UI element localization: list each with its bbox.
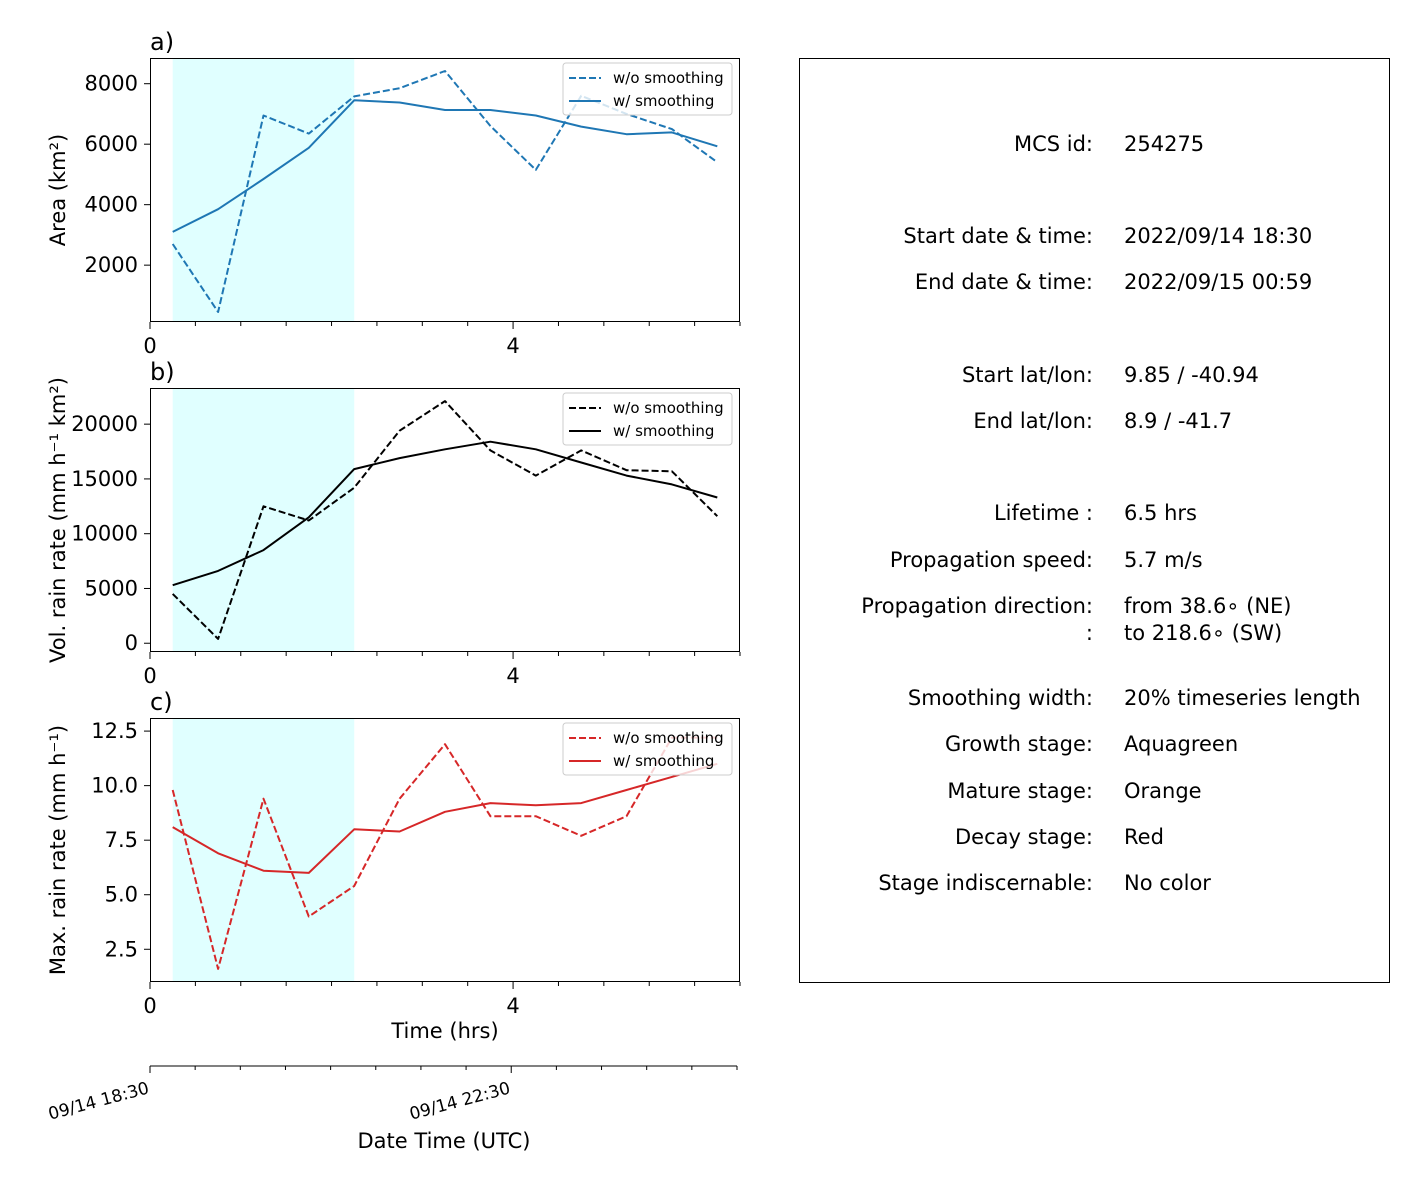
series-line-without-smoothing [171, 400, 719, 640]
legend-entry: w/o smoothing [613, 399, 724, 417]
datetime-axis: Date Time (UTC) 09/14 18:30 09/14 22:30 [46, 1065, 738, 1153]
info-value: No color [1124, 871, 1211, 895]
growth-stage-highlight [172, 718, 355, 982]
legend-box [562, 62, 733, 116]
info-value: 20% timeseries length [1124, 686, 1361, 710]
info-key: Stage indiscernable: [878, 871, 1093, 895]
legend-entry: w/ smoothing [613, 752, 714, 770]
datetime-tick-label: 09/14 18:30 [46, 1079, 151, 1125]
x-tick-label: 4 [506, 664, 519, 688]
x-tick-label: 0 [143, 334, 156, 358]
chart-panel-2: 0 5000 10000 15000 20000 0 4 b) Vol. rain rate (… [46, 358, 741, 688]
info-value: Red [1124, 825, 1164, 849]
growth-stage-highlight [172, 388, 355, 652]
y-tick-label: 7.5 [105, 828, 138, 852]
panel-label: b) [150, 358, 175, 386]
panel-label: c) [150, 688, 173, 716]
chart-panel-3: 2.5 5.0 7.5 10.0 12.5 0 4 c) Max. rain rate (mm … [46, 688, 741, 1043]
chart-panel-1: 2000 4000 6000 8000 0 4 a) Area (km²) w/o smooth… [46, 28, 741, 358]
legend-entry: w/ smoothing [613, 422, 714, 440]
legend: w/o smoothing w/ smoothing [562, 62, 733, 116]
legend-box [562, 722, 733, 776]
info-value: Aquagreen [1124, 732, 1238, 756]
info-value: 8.9 / -41.7 [1124, 409, 1232, 433]
info-key: Growth stage: [945, 732, 1093, 756]
info-key: End lat/lon: [973, 409, 1093, 433]
panel-label: a) [150, 28, 174, 56]
info-key: End date & time: [915, 270, 1093, 294]
growth-stage-highlight [172, 58, 355, 322]
series-line-without-smoothing [171, 736, 718, 970]
info-key: Decay stage: [955, 825, 1093, 849]
info-panel-frame [799, 58, 1390, 983]
y-tick-label: 2.5 [105, 937, 138, 961]
y-tick-label: 10000 [71, 522, 138, 546]
x-tick-label: 0 [143, 994, 156, 1018]
info-value: 6.5 hrs [1124, 501, 1197, 525]
legend-entry: w/o smoothing [613, 729, 724, 747]
axes-frame [150, 58, 740, 322]
legend-box [562, 392, 733, 446]
legend: w/o smoothing w/ smoothing [562, 722, 733, 776]
y-tick-label: 12.5 [91, 719, 138, 743]
info-value: 254275 [1124, 132, 1204, 156]
legend-entry: w/ smoothing [613, 92, 714, 110]
datetime-tick-label: 09/14 22:30 [407, 1079, 512, 1125]
axes-frame [150, 388, 740, 652]
info-key: Lifetime : [994, 501, 1093, 525]
y-tick-label: 4000 [85, 193, 138, 217]
legend: w/o smoothing w/ smoothing [562, 392, 733, 446]
info-panel: MCS id: 254275 Start date & time: 2022/09/1… [799, 58, 1390, 983]
info-value: Orange [1124, 779, 1202, 803]
legend-entry: w/o smoothing [613, 69, 724, 87]
info-value: 9.85 / -40.94 [1124, 363, 1259, 387]
info-value: from 38.6∘ (NE) [1124, 594, 1292, 618]
info-key: Smoothing width: [908, 686, 1093, 710]
info-value: 2022/09/14 18:30 [1124, 224, 1312, 248]
x-tick-label: 4 [506, 994, 519, 1018]
info-key: Propagation direction: [861, 594, 1093, 618]
info-key: Start date & time: [903, 224, 1093, 248]
y-tick-label: 10.0 [91, 774, 138, 798]
datetime-axis-label: Date Time (UTC) [358, 1129, 531, 1153]
y-tick-label: 6000 [85, 132, 138, 156]
series-line-with-smoothing [172, 440, 718, 587]
info-value: 2022/09/15 00:59 [1124, 270, 1312, 294]
info-value: to 218.6∘ (SW) [1124, 621, 1282, 645]
y-tick-label: 20000 [71, 412, 138, 436]
info-key: Mature stage: [947, 779, 1093, 803]
info-key: MCS id: [1014, 132, 1093, 156]
y-tick-label: 8000 [85, 72, 138, 96]
y-axis-label: Max. rain rate (mm h⁻¹) [46, 725, 70, 975]
y-axis-label: Area (km²) [46, 134, 70, 246]
info-key: : [1086, 621, 1093, 645]
axes-frame [150, 718, 740, 982]
series-line-with-smoothing [172, 99, 718, 233]
y-tick-label: 0 [125, 631, 138, 655]
info-key: Start lat/lon: [962, 363, 1093, 387]
info-key: Propagation speed: [890, 548, 1093, 572]
x-axis-label: Time (hrs) [390, 1019, 498, 1043]
info-value: 5.7 m/s [1124, 548, 1203, 572]
x-tick-label: 4 [506, 334, 519, 358]
y-axis-label: Vol. rain rate (mm h⁻¹ km²) [46, 377, 70, 663]
x-tick-label: 0 [143, 664, 156, 688]
y-tick-label: 2000 [85, 253, 138, 277]
series-line-with-smoothing [172, 762, 718, 874]
y-tick-label: 5000 [85, 576, 138, 600]
y-tick-label: 15000 [71, 467, 138, 491]
y-tick-label: 5.0 [105, 883, 138, 907]
